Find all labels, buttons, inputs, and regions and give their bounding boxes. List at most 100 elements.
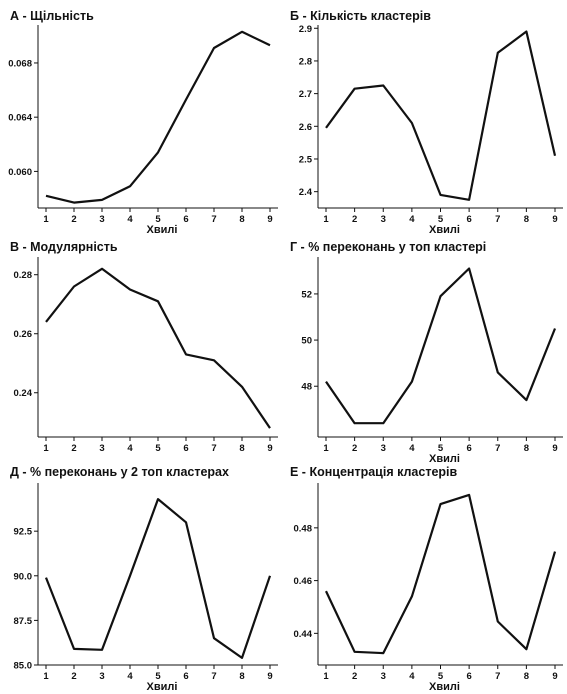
x-tick-label: 8 — [239, 443, 244, 454]
x-tick-label: 8 — [239, 671, 244, 682]
y-tick-label: 0.24 — [14, 388, 33, 399]
x-tick-label: 2 — [352, 443, 357, 454]
series-line — [45, 267, 271, 429]
x-tick-label: 7 — [211, 214, 216, 225]
x-tick-label: 6 — [183, 671, 188, 682]
x-tick-label: 7 — [495, 671, 500, 682]
x-tick-label: 8 — [524, 214, 529, 225]
y-tick-label: 0.068 — [8, 58, 32, 69]
y-tick-label: 2.4 — [299, 187, 313, 198]
x-tick-label: 2 — [352, 214, 357, 225]
y-tick-label: 0.060 — [8, 167, 32, 178]
y-tick-label: 2.5 — [299, 154, 313, 165]
y-tick-label: 2.7 — [299, 89, 312, 100]
y-tick-label: 85.0 — [14, 661, 33, 672]
panel-title: Г - % переконань у топ кластері — [290, 240, 486, 254]
panel-title: Е - Концентрація кластерів — [290, 465, 458, 479]
x-tick-label: 7 — [211, 443, 216, 454]
panel-title: В - Модулярність — [10, 240, 118, 254]
chart-panel-3: В - Модулярність 1 2 3 4 5 6 7 8 9 0.24 0.26 0.28 — [10, 240, 278, 454]
x-tick-label: 3 — [99, 214, 104, 225]
y-tick-label: 0.46 — [294, 576, 313, 587]
x-axis-label: Хвилі — [429, 224, 460, 236]
x-tick-label: 5 — [438, 443, 444, 454]
x-tick-label: 1 — [43, 214, 49, 225]
x-tick-label: 6 — [183, 214, 188, 225]
x-tick-label: 1 — [43, 443, 49, 454]
y-tick-label: 90.0 — [14, 571, 33, 582]
y-tick-label: 48 — [301, 382, 312, 393]
x-tick-label: 6 — [466, 443, 471, 454]
x-tick-label: 8 — [524, 671, 529, 682]
panel-title: А - Щільність — [10, 9, 94, 23]
chart-panel-4: Г - % переконань у топ кластері 1 2 3 4 5 6 7 8 9… — [290, 240, 563, 465]
x-tick-label: 1 — [323, 671, 329, 682]
y-tick-label: 0.48 — [294, 523, 313, 534]
x-tick-label: 8 — [239, 214, 244, 225]
x-tick-label: 4 — [409, 443, 415, 454]
y-tick-label: 0.064 — [8, 113, 32, 124]
x-tick-label: 3 — [99, 443, 104, 454]
y-tick-label: 2.9 — [299, 24, 312, 35]
x-tick-label: 5 — [438, 671, 444, 682]
x-tick-label: 4 — [409, 214, 415, 225]
x-tick-label: 1 — [323, 443, 329, 454]
x-tick-label: 2 — [71, 214, 76, 225]
x-axis-label: Хвилі — [429, 453, 460, 465]
series-line — [45, 30, 271, 204]
chart-panel-1: А - Щільність 1 2 3 4 5 6 7 8 9 Хвилі 0.060 0.064 0.0… — [8, 9, 278, 236]
y-tick-label: 52 — [301, 289, 312, 300]
x-tick-label: 5 — [155, 214, 161, 225]
x-axis-label: Хвилі — [147, 681, 178, 693]
x-tick-label: 7 — [495, 443, 500, 454]
x-tick-label: 6 — [466, 214, 471, 225]
x-tick-label: 1 — [43, 671, 49, 682]
x-tick-label: 3 — [381, 214, 386, 225]
panel-title: Д - % переконань у 2 топ кластерах — [10, 465, 229, 479]
x-tick-label: 7 — [495, 214, 500, 225]
x-tick-label: 4 — [127, 671, 133, 682]
x-tick-label: 9 — [552, 671, 557, 682]
series-line — [44, 498, 272, 660]
y-tick-label: 0.28 — [14, 270, 33, 281]
series-line — [325, 267, 557, 425]
y-tick-label: 0.44 — [294, 629, 313, 640]
x-tick-label: 1 — [323, 214, 329, 225]
x-tick-label: 2 — [352, 671, 357, 682]
x-tick-label: 6 — [466, 671, 471, 682]
x-tick-label: 2 — [71, 671, 76, 682]
x-tick-label: 4 — [127, 443, 133, 454]
y-tick-label: 92.5 — [14, 527, 33, 538]
x-tick-label: 5 — [155, 671, 161, 682]
x-tick-label: 9 — [267, 214, 272, 225]
x-tick-label: 9 — [552, 443, 557, 454]
x-tick-label: 4 — [127, 214, 133, 225]
x-tick-label: 6 — [183, 443, 188, 454]
x-tick-label: 9 — [552, 214, 557, 225]
x-tick-label: 3 — [381, 443, 386, 454]
x-tick-label: 8 — [524, 443, 529, 454]
chart-panel-2: Б - Кількість кластерів 1 2 3 4 5 6 7 8 9 Хвилі 2.4… — [290, 9, 563, 236]
x-axis-label: Хвилі — [147, 224, 178, 236]
panel-title: Б - Кількість кластерів — [290, 9, 431, 23]
x-tick-label: 2 — [71, 443, 76, 454]
x-tick-label: 4 — [409, 671, 415, 682]
x-tick-label: 5 — [438, 214, 444, 225]
x-tick-label: 5 — [155, 443, 161, 454]
chart-panel-6: Е - Концентрація кластерів 1 2 3 4 5 6 7 8 9 Хвилі… — [290, 465, 563, 693]
x-tick-label: 3 — [381, 671, 386, 682]
x-tick-label: 9 — [267, 443, 272, 454]
y-tick-label: 2.6 — [299, 122, 312, 133]
series-line — [325, 493, 557, 655]
y-tick-label: 87.5 — [14, 616, 33, 627]
series-line — [325, 30, 557, 201]
x-tick-label: 3 — [99, 671, 104, 682]
x-tick-label: 7 — [211, 671, 216, 682]
x-tick-label: 9 — [267, 671, 272, 682]
x-axis-label: Хвилі — [429, 681, 460, 693]
y-tick-label: 2.8 — [299, 56, 312, 67]
y-tick-label: 50 — [301, 336, 312, 347]
y-tick-label: 0.26 — [14, 329, 33, 340]
chart-panel-5: Д - % переконань у 2 топ кластерах 1 2 3 4 5 6… — [10, 465, 278, 693]
